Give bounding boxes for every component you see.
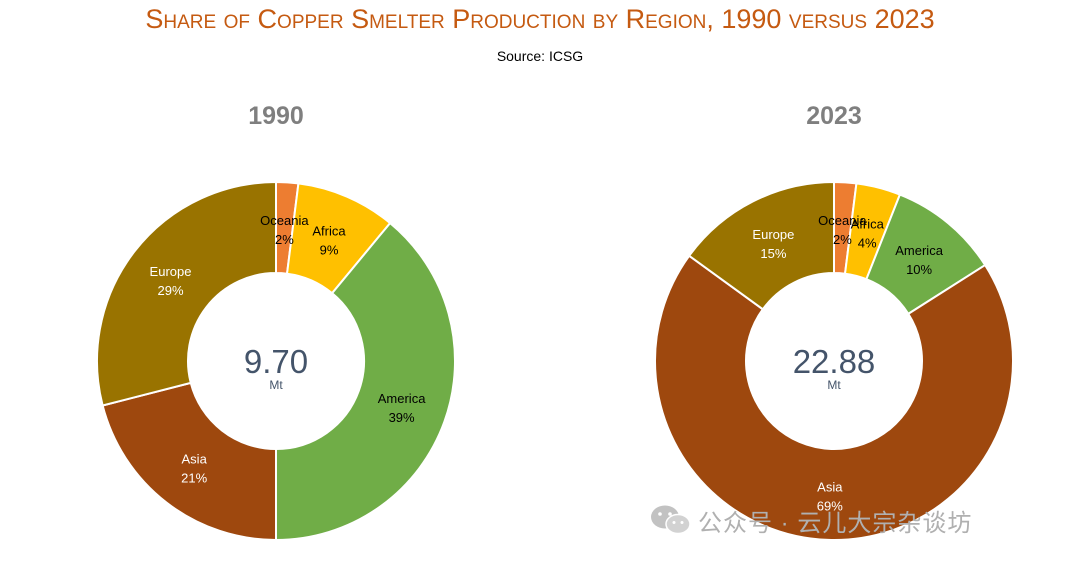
slice-label-2023-asia: Asia 69% bbox=[817, 479, 843, 513]
donut-slice-1990-europe bbox=[96, 180, 277, 407]
donut-1990-title: 1990 bbox=[248, 102, 304, 130]
slice-label-2023-oceania: Oceania 2% bbox=[818, 213, 867, 247]
donut-slice-1990-america bbox=[275, 221, 456, 542]
donut-slice-1990-asia bbox=[101, 381, 277, 542]
donut-slice-2023-asia bbox=[654, 254, 1014, 541]
chart-main-title: Share of Copper Smelter Production by Re… bbox=[145, 4, 935, 34]
slice-label-2023-europe: Europe 15% bbox=[752, 227, 794, 261]
donut-slice-2023-europe bbox=[687, 180, 835, 311]
slice-label-1990-asia: Asia 21% bbox=[181, 451, 207, 485]
slice-label-1990-europe: Europe 29% bbox=[150, 264, 192, 298]
watermark: 公众号 · 云儿大宗杂谈坊 bbox=[650, 500, 972, 540]
slice-label-1990-oceania: Oceania 2% bbox=[260, 213, 309, 247]
wechat-icon bbox=[651, 505, 691, 535]
watermark-text: 公众号 · 云儿大宗杂谈坊 bbox=[698, 509, 973, 537]
donut-center-value-1990: 9.70 bbox=[244, 343, 308, 380]
donut-center-unit-2023: Mt bbox=[827, 378, 841, 392]
slice-label-2023-america: America 10% bbox=[895, 243, 943, 277]
slice-label-1990-africa: Africa 9% bbox=[312, 223, 346, 257]
slice-label-1990-america: America 39% bbox=[378, 391, 426, 425]
chart-source: Source: ICSG bbox=[496, 48, 584, 64]
donut-2023-title: 2023 bbox=[806, 102, 862, 130]
donut-center-unit-1990: Mt bbox=[269, 378, 283, 392]
donut-center-value-2023: 22.88 bbox=[793, 343, 876, 380]
slice-label-2023-africa: Africa 4% bbox=[851, 217, 885, 251]
